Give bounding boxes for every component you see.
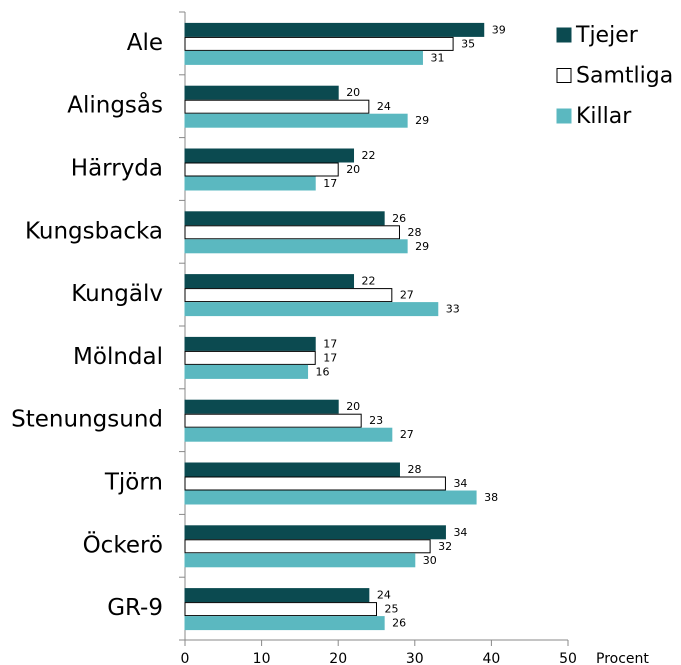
- x-axis-label: Procent: [596, 651, 649, 665]
- bar: [184, 211, 385, 226]
- value-label: 27: [400, 428, 414, 441]
- bar: [184, 525, 446, 540]
- value-label: 34: [453, 526, 467, 539]
- value-label: 24: [377, 100, 391, 113]
- category-label: Mölndal: [73, 344, 163, 370]
- value-label: 38: [484, 491, 498, 504]
- value-label: 17: [323, 177, 337, 190]
- value-label: 22: [362, 149, 376, 162]
- bar: [184, 413, 362, 428]
- bar: [184, 364, 309, 379]
- x-tick-label: 20: [329, 651, 347, 665]
- category-label: Tjörn: [104, 470, 163, 496]
- value-label: 25: [385, 603, 399, 616]
- bar: [184, 616, 385, 631]
- value-label: 20: [346, 400, 360, 413]
- x-tick-label: 0: [181, 651, 190, 665]
- bar: [184, 476, 446, 491]
- bar: [184, 539, 431, 554]
- category-label: GR-9: [107, 595, 163, 621]
- value-label: 20: [346, 163, 360, 176]
- bar: [184, 85, 339, 100]
- category-label: Kungälv: [71, 281, 163, 307]
- x-tick-label: 30: [406, 651, 424, 665]
- value-label: 34: [453, 477, 467, 490]
- bar: [184, 99, 370, 114]
- value-label: 24: [377, 589, 391, 602]
- bar: [184, 602, 377, 617]
- bar: [184, 588, 370, 603]
- category-label: Alingsås: [67, 91, 163, 119]
- bar: [184, 302, 439, 317]
- bar: [184, 288, 393, 303]
- value-label: 28: [407, 226, 421, 239]
- value-label: 17: [323, 351, 337, 364]
- bar: [184, 50, 423, 65]
- legend-swatch: [556, 27, 572, 43]
- legend-label: Killar: [576, 104, 632, 129]
- category-label: Stenungsund: [11, 407, 163, 433]
- value-label: 27: [400, 289, 414, 302]
- bar: [184, 148, 355, 163]
- bar: [184, 490, 477, 505]
- x-tick-label: 50: [559, 651, 577, 665]
- value-label: 29: [415, 240, 429, 253]
- value-label: 26: [392, 212, 406, 225]
- value-label: 30: [423, 554, 437, 567]
- value-label: 35: [461, 37, 475, 50]
- value-label: 31: [430, 51, 444, 64]
- category-label: Kungsbacka: [25, 218, 163, 244]
- bar: [184, 225, 400, 240]
- x-tick-label: 40: [482, 651, 500, 665]
- bar: [184, 274, 355, 289]
- x-tick-label: 10: [253, 651, 271, 665]
- legend-label: Tjejer: [575, 23, 639, 48]
- value-label: 33: [446, 303, 460, 316]
- bar: [184, 239, 408, 254]
- value-label: 23: [369, 414, 383, 427]
- bar: [184, 113, 408, 128]
- bar: [184, 553, 416, 568]
- value-label: 28: [407, 463, 421, 476]
- category-label: Härryda: [71, 156, 163, 182]
- value-label: 29: [415, 114, 429, 127]
- category-label: Öckerö: [83, 530, 163, 558]
- bar: [184, 399, 339, 414]
- value-label: 17: [323, 337, 337, 350]
- value-label: 16: [316, 365, 330, 378]
- legend-swatch: [556, 68, 572, 83]
- bar: [184, 36, 454, 51]
- bar: [184, 462, 400, 477]
- legend-label: Samtliga: [576, 64, 673, 89]
- category-label: Ale: [127, 30, 163, 56]
- value-label: 26: [392, 617, 406, 630]
- value-label: 39: [492, 23, 506, 36]
- value-label: 22: [362, 275, 376, 288]
- bar: [184, 350, 316, 365]
- bar: [184, 176, 316, 191]
- bar: [184, 22, 485, 37]
- value-label: 20: [346, 86, 360, 99]
- bar: [184, 427, 393, 442]
- bar: [184, 336, 316, 351]
- legend-swatch: [556, 108, 572, 124]
- bar: [184, 162, 339, 177]
- value-label: 32: [438, 540, 452, 553]
